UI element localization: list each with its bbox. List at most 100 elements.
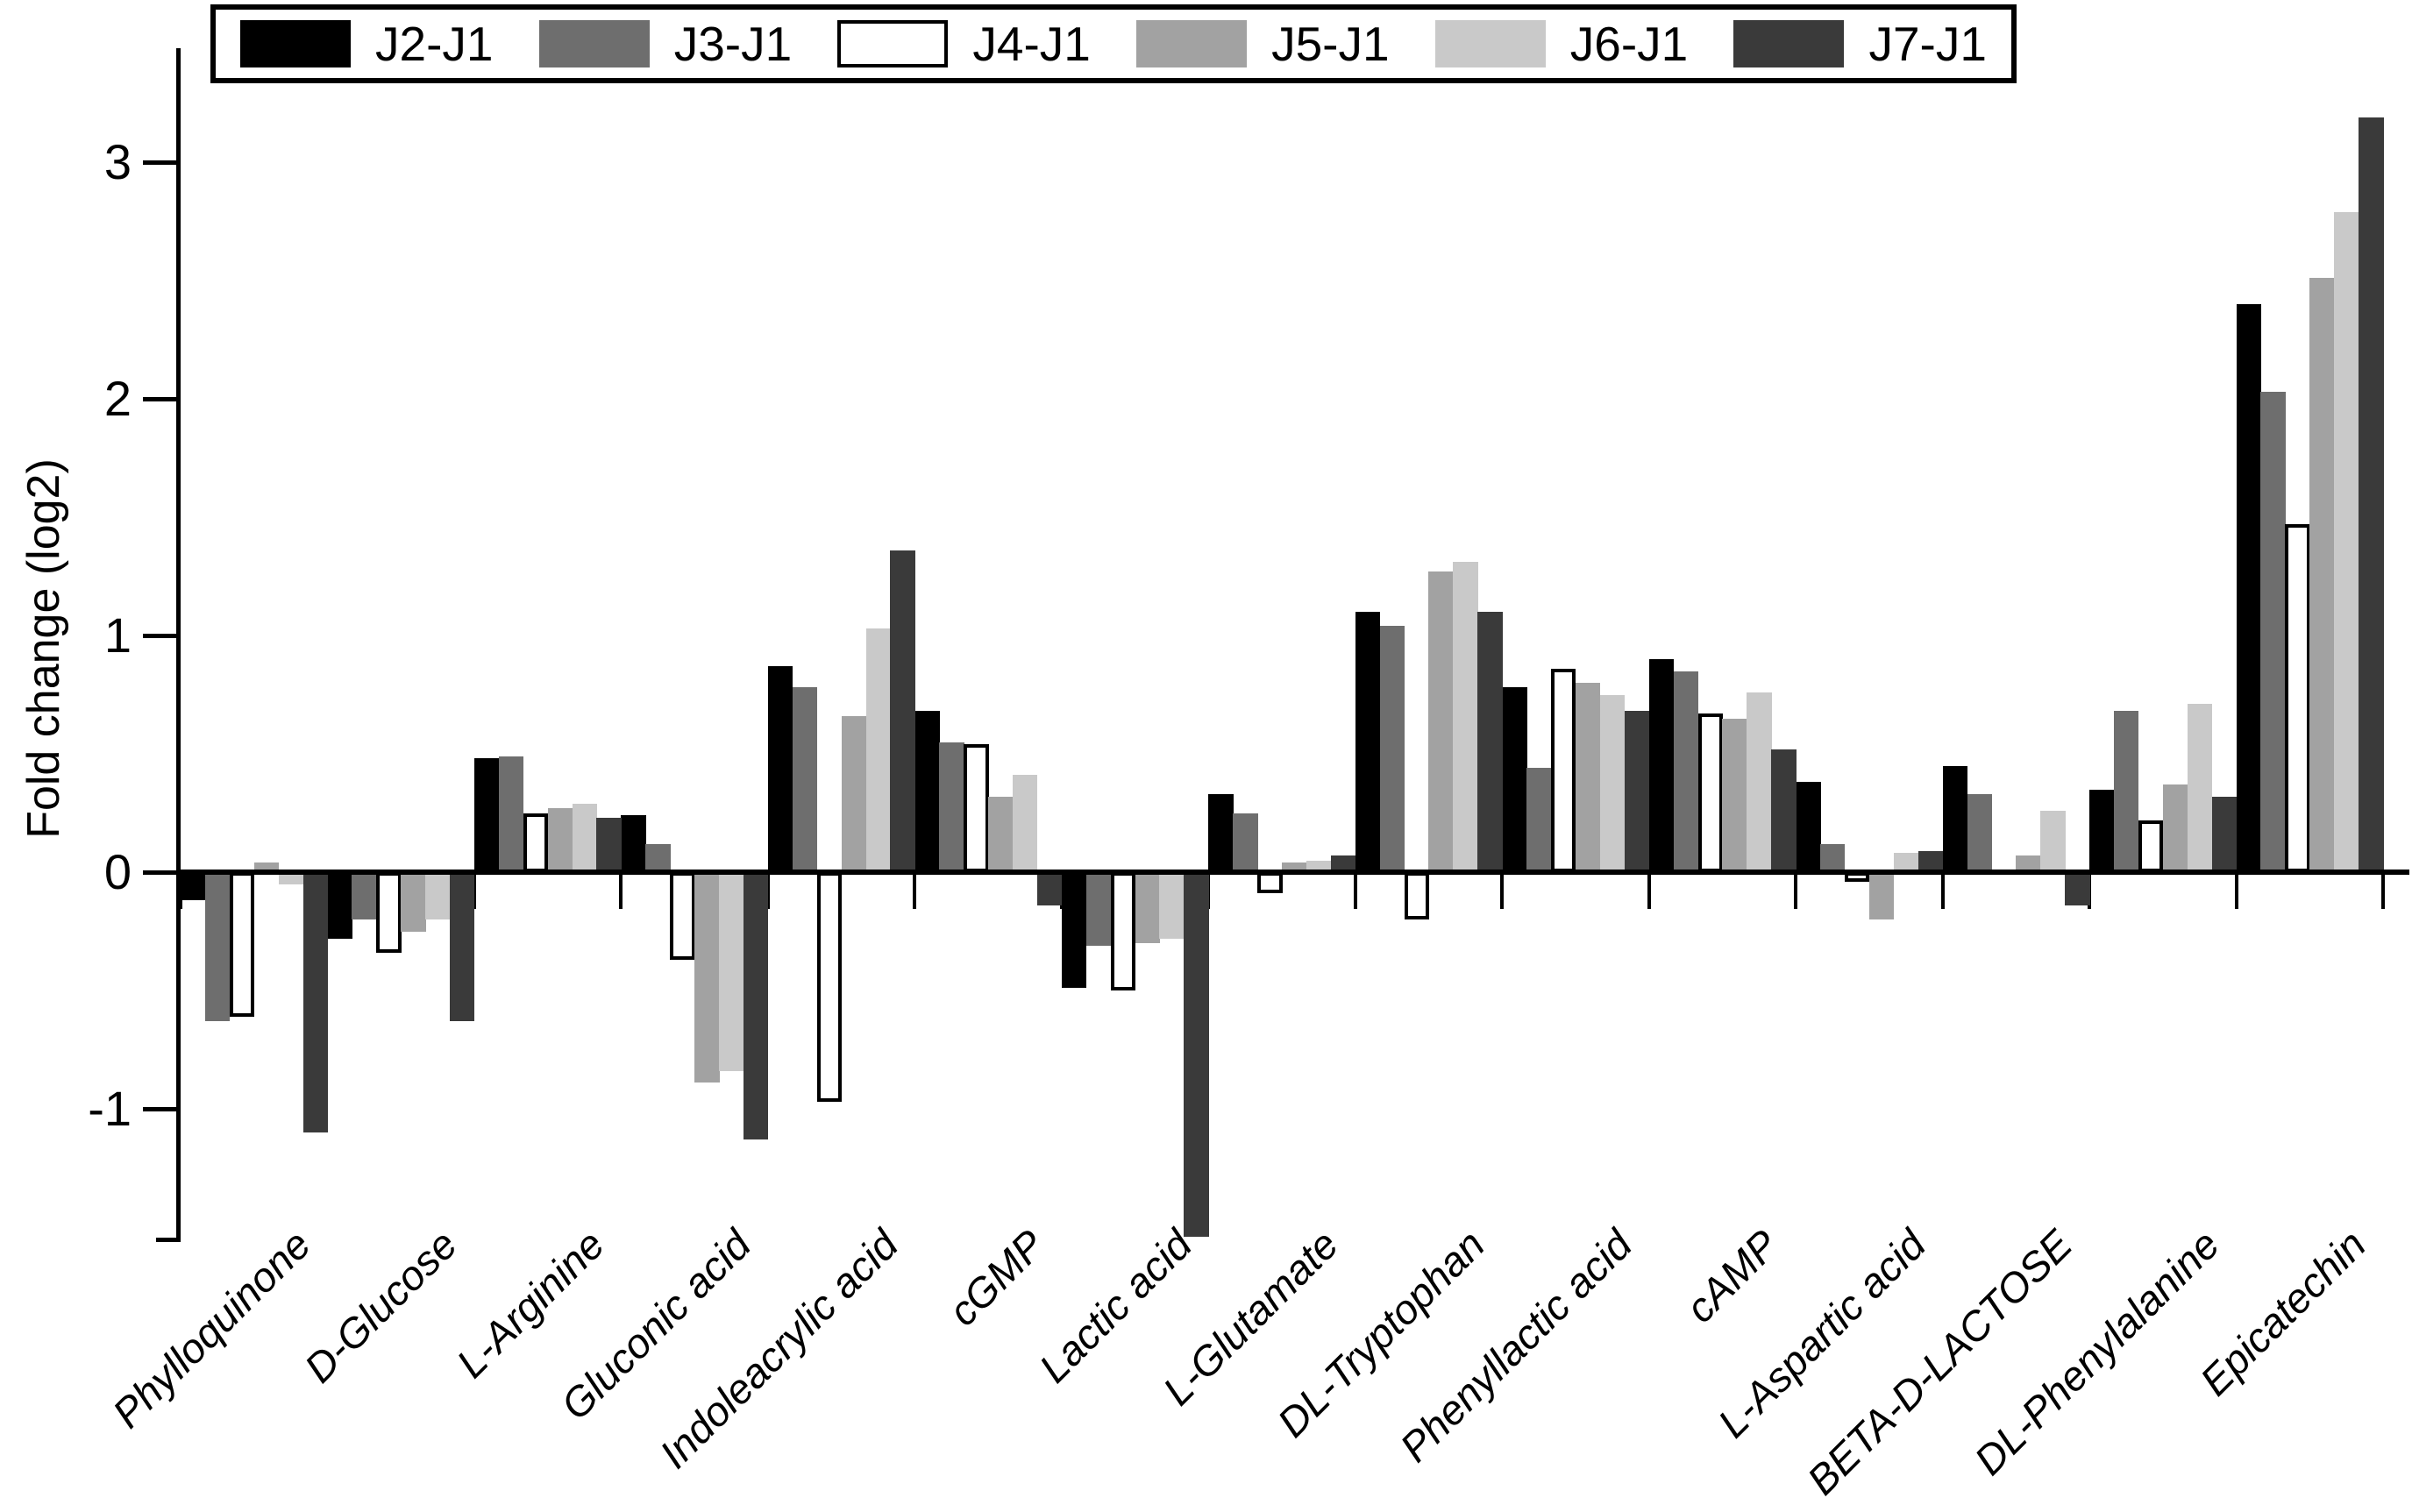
y-tick-label: 0 (103, 844, 132, 899)
legend-item: J2-J1 (240, 18, 494, 70)
bar (278, 872, 304, 884)
x-tick (913, 872, 917, 909)
bar (2138, 820, 2164, 872)
bar (1502, 687, 1527, 872)
bar (1722, 718, 1747, 872)
bar (2309, 278, 2335, 872)
bar (253, 862, 280, 872)
y-axis-title: Fold change (log2) (18, 458, 69, 839)
x-tick (1794, 872, 1798, 909)
legend-swatch-icon (837, 20, 949, 67)
bar (450, 872, 475, 1022)
bar (1673, 671, 1699, 872)
bar (2285, 524, 2310, 872)
bar (890, 550, 915, 872)
bar (1747, 692, 1772, 872)
legend-label: J2-J1 (375, 17, 494, 71)
bar (1282, 862, 1307, 872)
bar (1551, 668, 1576, 872)
bar (1257, 872, 1283, 894)
y-tick-label: 2 (103, 371, 132, 426)
legend-label: J6-J1 (1569, 17, 1689, 71)
legend-swatch-icon (538, 20, 650, 67)
bar (327, 872, 352, 939)
legend: J2-J1 J3-J1 J4-J1 J5-J1 J6-J1 J7-J1 (210, 4, 2017, 83)
bar (2114, 711, 2139, 872)
bar (1893, 853, 1919, 872)
bar (473, 758, 500, 872)
x-tick (1647, 872, 1651, 909)
x-tick (1500, 872, 1505, 909)
x-tick (1353, 872, 1357, 909)
bar (1404, 872, 1429, 919)
y-tick-label: -1 (88, 1081, 132, 1136)
bar (1012, 775, 1038, 872)
bar (376, 872, 402, 953)
x-tick (2381, 872, 2386, 909)
bar (2089, 789, 2115, 872)
bar (1918, 850, 1944, 872)
y-axis-spine (176, 48, 181, 1242)
bar (792, 687, 818, 872)
bar (1967, 793, 1992, 872)
bar (2260, 391, 2286, 872)
bar (841, 715, 867, 872)
bar (1453, 562, 1478, 872)
bar (2334, 211, 2359, 872)
y-tick-label: 3 (103, 134, 132, 189)
bar (498, 756, 524, 872)
bar (229, 872, 255, 1017)
bar (1159, 872, 1185, 939)
x-tick (1940, 872, 1945, 909)
legend-label: J4-J1 (972, 17, 1091, 71)
bar (2040, 810, 2066, 872)
bar (1306, 860, 1332, 872)
bar (1061, 872, 1087, 989)
legend-item: J4-J1 (837, 18, 1091, 70)
bar (2187, 704, 2213, 872)
x-tick (619, 872, 623, 909)
bar (670, 872, 695, 960)
bar (743, 872, 769, 1140)
y-tick (143, 160, 176, 165)
legend-label: J3-J1 (673, 17, 793, 71)
bar (401, 872, 426, 932)
bar (302, 872, 328, 1132)
bar (645, 843, 671, 872)
bar (1942, 765, 1968, 872)
bar (1820, 843, 1846, 872)
bar (1085, 872, 1112, 946)
legend-item: J6-J1 (1434, 17, 1689, 71)
bar (1379, 626, 1405, 872)
legend-swatch-icon (240, 20, 351, 67)
bar (719, 872, 744, 1071)
bar (1428, 571, 1454, 872)
y-tick (143, 397, 176, 401)
bar (1868, 872, 1895, 919)
legend-item: J3-J1 (538, 17, 793, 71)
legend-swatch-icon (1136, 20, 1248, 67)
bar (621, 815, 646, 872)
bar (2016, 855, 2041, 872)
bar (1184, 872, 1209, 1237)
y-tick (143, 634, 176, 638)
bar (181, 872, 206, 901)
legend-swatch-icon (1434, 20, 1546, 67)
bar (1110, 872, 1136, 990)
legend-label: J7-J1 (1868, 17, 1987, 71)
bar (964, 744, 989, 872)
y-axis-endcap (156, 1238, 181, 1242)
y-tick (143, 870, 176, 875)
y-tick (143, 1107, 176, 1111)
bar (1624, 711, 1650, 872)
bar (523, 813, 549, 872)
bar (914, 711, 940, 872)
bar (2211, 796, 2238, 872)
bar (1208, 793, 1234, 872)
bar (1355, 612, 1381, 872)
bar (694, 872, 720, 1083)
bar (816, 872, 843, 1102)
legend-item: J5-J1 (1136, 18, 1390, 70)
